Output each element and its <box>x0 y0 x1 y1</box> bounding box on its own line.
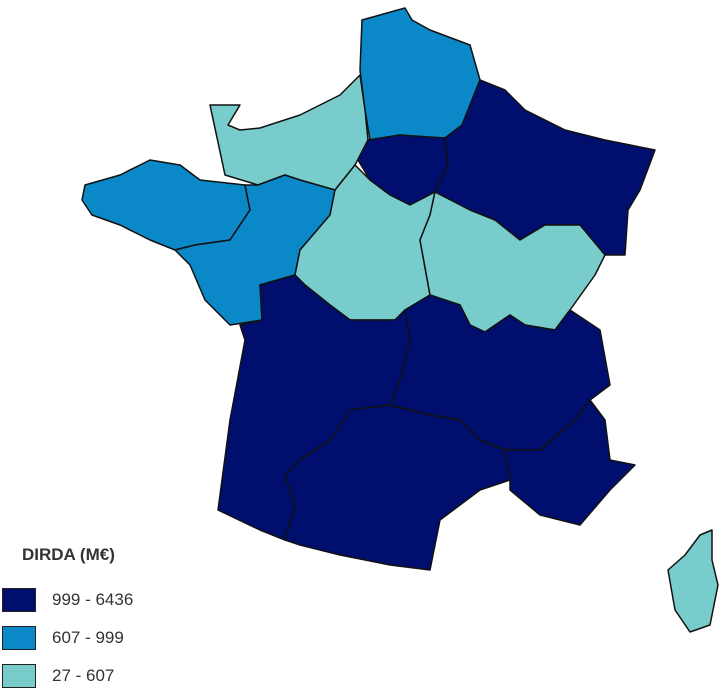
legend-swatch <box>2 626 36 650</box>
legend-label: 27 - 607 <box>52 666 115 685</box>
legend: DIRDA (M€) 999 - 6436 607 - 999 27 - 607 <box>2 545 133 695</box>
region-provence-alpes-cote-d-azur <box>504 399 636 526</box>
region-corse <box>667 529 719 633</box>
legend-item: 999 - 6436 <box>2 581 133 619</box>
region-hauts-de-france <box>359 7 481 141</box>
legend-swatch <box>2 664 36 688</box>
legend-swatch <box>2 588 36 612</box>
legend-label: 607 - 999 <box>52 628 124 647</box>
legend-item: 27 - 607 <box>2 657 133 695</box>
legend-title: DIRDA (M€) <box>22 545 115 564</box>
region-normandie <box>209 74 369 191</box>
legend-label: 999 - 6436 <box>52 590 134 609</box>
legend-item: 607 - 999 <box>2 619 133 657</box>
